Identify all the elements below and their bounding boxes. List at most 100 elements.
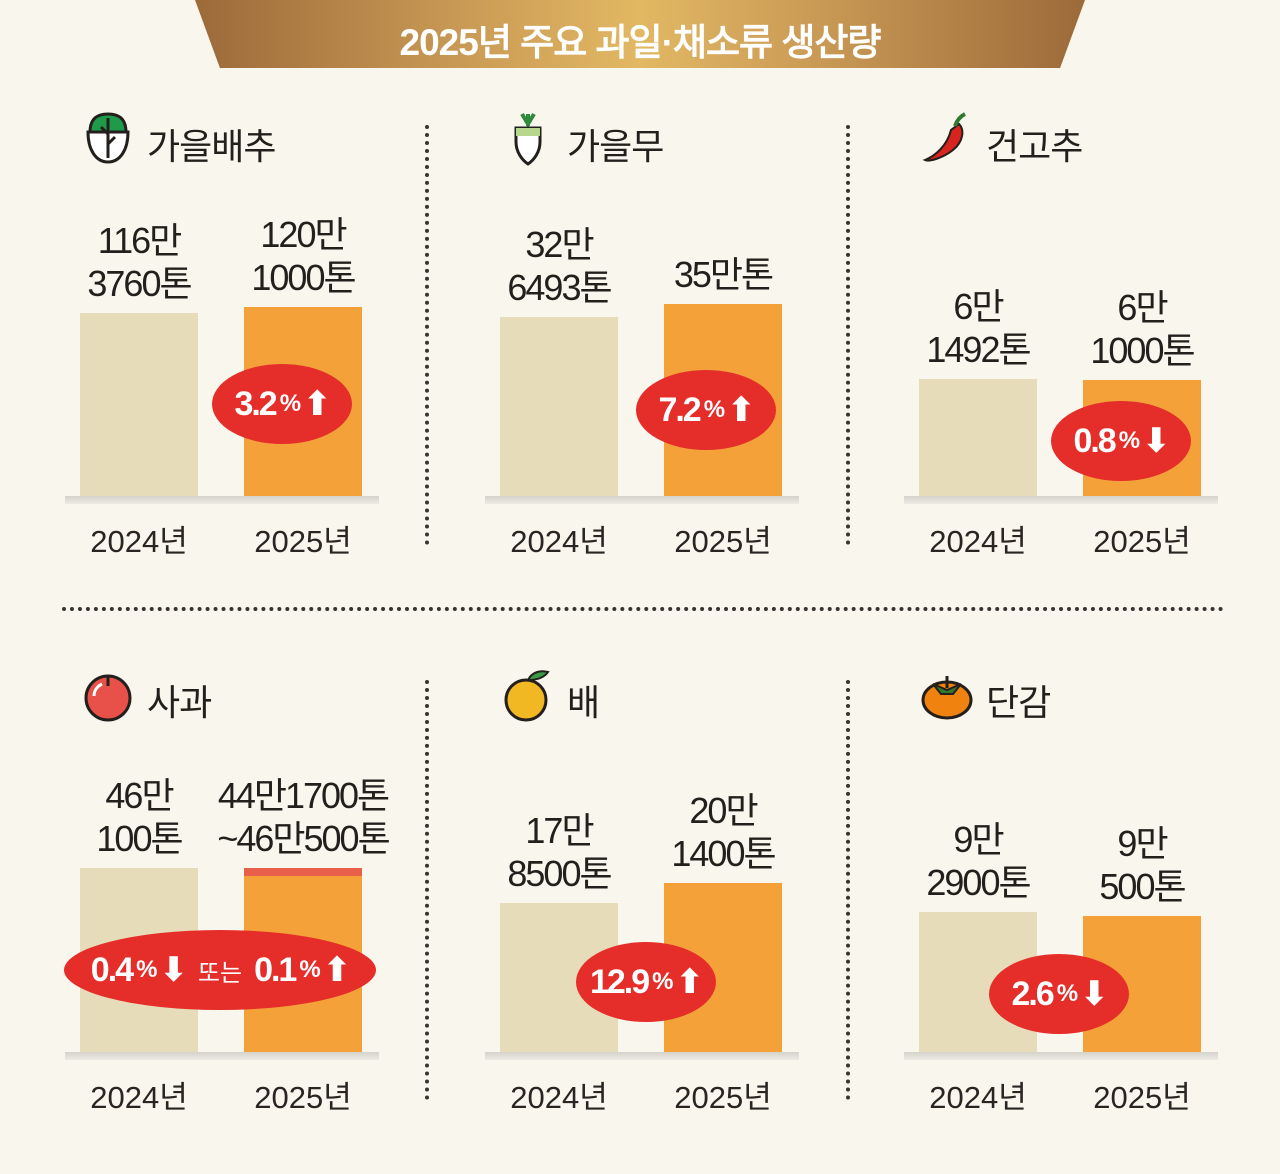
value-label-line: 20만 — [689, 790, 758, 831]
value-label-line: 6만 — [1117, 286, 1168, 328]
chart-panel: 배 17만 8500톤 2024년 20만 1400톤 2025년 12.9% ⬆ — [482, 656, 902, 1136]
pear-icon — [500, 666, 556, 722]
baseline — [904, 1052, 1218, 1060]
bar-2024 — [80, 312, 198, 500]
year-label: 2025년 — [254, 524, 352, 559]
chart-panel: 가을배추 116만 3760톤 2024년 120만 1000톤 2025년 3.2% ⬆ — [62, 100, 482, 580]
value-label: 116만 3760톤 — [39, 219, 239, 305]
value-label: 6만 1000톤 — [1042, 286, 1242, 372]
change-unit: % — [279, 390, 301, 417]
napa-cabbage-icon — [80, 110, 136, 166]
panel-title: 사과 — [147, 682, 212, 723]
value-label: 9만 500톤 — [1042, 822, 1242, 908]
change-value: 7.2 — [658, 390, 701, 429]
value-label-line: 100톤 — [96, 818, 183, 860]
value-label-line: 9만 — [953, 819, 1004, 860]
change-badge: 7.2% ⬆ — [636, 370, 776, 450]
chart-panel: 사과 46만 100톤 2024년 44만1700톤 ~46만500톤 2025년 0.4% ⬇… — [62, 656, 482, 1136]
red-pepper-icon — [919, 110, 975, 166]
change-badge: 0.8% ⬇ — [1051, 401, 1191, 481]
panel-title: 건고추 — [986, 126, 1083, 167]
change-unit: % — [652, 968, 673, 995]
value-label: 20만 1400톤 — [623, 789, 823, 875]
value-label-line: 35만톤 — [673, 254, 774, 295]
value-label-line: 116만 — [97, 219, 183, 261]
divider — [425, 125, 429, 545]
value-label-line: 1000톤 — [251, 257, 356, 298]
change-value: 12.9 — [589, 962, 650, 1001]
change-unit: % — [703, 396, 725, 423]
value-label-line: 8500톤 — [507, 852, 612, 894]
value-label: 17만 8500톤 — [459, 809, 659, 895]
arrow-up-icon: ⬆ — [322, 951, 351, 989]
radish-icon — [500, 110, 556, 166]
change-unit: % — [136, 956, 157, 983]
connector-text: 또는 — [197, 959, 243, 987]
value-label-line: 9만 — [1117, 822, 1168, 864]
change-unit: % — [299, 956, 320, 983]
year-label: 2024년 — [929, 524, 1027, 559]
value-label-line: 120만 — [260, 214, 347, 255]
value-label: 6만 1492톤 — [878, 285, 1078, 371]
divider — [62, 607, 1224, 611]
value-label-line: 44만1700톤 — [217, 775, 390, 816]
value-label: 35만톤 — [623, 253, 823, 296]
persimmon-icon — [919, 666, 975, 722]
year-label: 2025년 — [254, 1080, 352, 1115]
change-value: 3.2 — [234, 384, 277, 423]
value-label-line: 17만 — [525, 809, 594, 851]
change-value: 2.6 — [1011, 974, 1054, 1013]
chart-panel: 건고추 6만 1492톤 2024년 6만 1000톤 2025년 0.8% ⬇ — [901, 100, 1280, 580]
change-badge: 0.4% ⬇ 또는 0.1% ⬆ — [64, 930, 376, 1010]
value-label: 120만 1000톤 — [203, 213, 403, 299]
arrow-down-icon: ⬇ — [1080, 975, 1108, 1013]
baseline — [65, 1052, 379, 1060]
arrow-down-icon: ⬇ — [159, 951, 187, 989]
panel-title: 단감 — [986, 682, 1051, 723]
arrow-up-icon: ⬆ — [303, 385, 331, 423]
chart-panel: 단감 9만 2900톤 2024년 9만 500톤 2025년 2.6% ⬇ — [901, 656, 1280, 1136]
year-label: 2024년 — [90, 524, 188, 559]
value-label: 32만 6493톤 — [459, 223, 659, 309]
year-label: 2024년 — [510, 1080, 608, 1115]
value-label-line: 2900톤 — [926, 862, 1031, 903]
divider — [425, 680, 429, 1100]
year-label: 2025년 — [674, 1080, 772, 1115]
change-badge: 3.2% ⬆ — [212, 364, 352, 444]
range-stripe — [244, 868, 362, 876]
title-banner: 2025년 주요 과일·채소류 생산량 — [195, 0, 1085, 68]
value-label-line: 6만 — [953, 286, 1004, 327]
change-badge: 12.9% ⬆ — [576, 942, 716, 1022]
baseline — [485, 496, 799, 504]
bar-2024 — [500, 317, 618, 500]
value-label-line: 6493톤 — [507, 267, 612, 309]
change-badge: 2.6% ⬇ — [989, 954, 1129, 1034]
bar-2024 — [919, 379, 1037, 500]
value-label-line: 500톤 — [1099, 865, 1186, 907]
year-label: 2025년 — [1093, 1080, 1191, 1115]
arrow-down-icon: ⬇ — [1142, 422, 1170, 460]
value-label-line: 1492톤 — [926, 329, 1031, 370]
change-value: 0.1 — [254, 950, 297, 989]
year-label: 2024년 — [90, 1080, 188, 1115]
value-label-line: 1400톤 — [671, 833, 776, 874]
value-label: 9만 2900톤 — [878, 818, 1078, 904]
panel-title: 가을배추 — [147, 126, 276, 167]
apple-icon — [80, 666, 136, 722]
baseline — [904, 496, 1218, 504]
year-label: 2025년 — [1093, 524, 1191, 559]
panel-title: 배 — [567, 682, 600, 723]
chart-panel: 가을무 32만 6493톤 2024년 35만톤 2025년 7.2% ⬆ — [482, 100, 902, 580]
arrow-up-icon: ⬆ — [727, 391, 755, 429]
year-label: 2025년 — [674, 524, 772, 559]
panel-title: 가을무 — [567, 126, 664, 167]
value-label-line: 1000톤 — [1090, 329, 1195, 371]
change-value: 0.4 — [90, 950, 134, 989]
change-unit: % — [1118, 427, 1140, 454]
change-unit: % — [1056, 980, 1078, 1007]
baseline — [65, 496, 379, 504]
arrow-up-icon: ⬆ — [675, 963, 704, 1001]
change-value: 0.8 — [1073, 421, 1116, 460]
year-label: 2024년 — [929, 1080, 1027, 1115]
page-title: 2025년 주요 과일·채소류 생산량 — [399, 22, 882, 63]
